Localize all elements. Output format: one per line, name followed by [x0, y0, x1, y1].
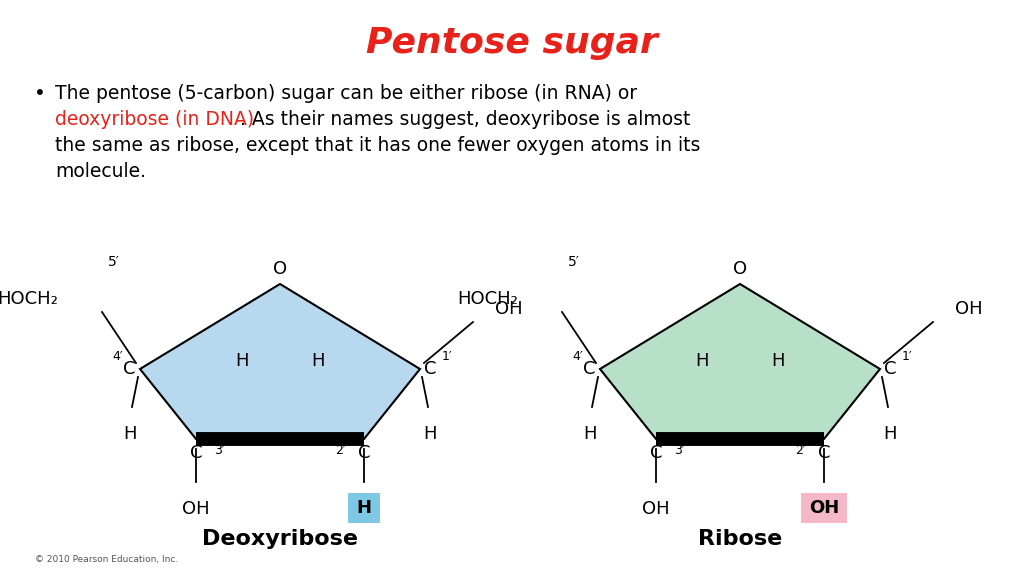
Text: H: H	[123, 425, 137, 443]
Text: H: H	[236, 352, 249, 370]
Text: OH: OH	[809, 499, 839, 517]
Text: . As their names suggest, deoxyribose is almost: . As their names suggest, deoxyribose is…	[240, 110, 690, 129]
Text: 4′: 4′	[113, 351, 123, 363]
Text: 3′: 3′	[214, 444, 224, 457]
Text: H: H	[584, 425, 597, 443]
Text: HOCH₂: HOCH₂	[457, 290, 518, 308]
Text: C: C	[189, 444, 203, 462]
Text: C: C	[584, 360, 596, 378]
Text: H: H	[695, 352, 709, 370]
Text: the same as ribose, except that it has one fewer oxygen atoms in its: the same as ribose, except that it has o…	[55, 136, 700, 155]
Polygon shape	[600, 284, 880, 439]
Text: C: C	[124, 360, 136, 378]
Text: The pentose (5-carbon) sugar can be either ribose (in RNA) or: The pentose (5-carbon) sugar can be eith…	[55, 84, 637, 103]
Text: 5′: 5′	[109, 255, 120, 269]
Text: H: H	[356, 499, 372, 517]
Text: HOCH₂: HOCH₂	[0, 290, 58, 308]
Text: O: O	[733, 260, 748, 278]
Text: Pentose sugar: Pentose sugar	[366, 26, 658, 60]
Text: C: C	[818, 444, 830, 462]
Text: H: H	[771, 352, 784, 370]
Text: molecule.: molecule.	[55, 162, 146, 181]
Text: •: •	[34, 84, 46, 103]
Text: H: H	[423, 425, 437, 443]
Text: OH: OH	[495, 300, 522, 318]
Text: 2′: 2′	[796, 444, 806, 457]
Text: OH: OH	[955, 300, 983, 318]
Text: Ribose: Ribose	[698, 529, 782, 549]
Text: 3′: 3′	[674, 444, 685, 457]
Text: © 2010 Pearson Education, Inc.: © 2010 Pearson Education, Inc.	[35, 555, 178, 564]
Text: C: C	[884, 360, 896, 378]
Text: 4′: 4′	[572, 351, 584, 363]
Text: 5′: 5′	[568, 255, 580, 269]
Text: H: H	[884, 425, 897, 443]
FancyBboxPatch shape	[801, 493, 847, 523]
Polygon shape	[140, 284, 420, 439]
Text: OH: OH	[642, 500, 670, 518]
Text: Deoxyribose: Deoxyribose	[202, 529, 358, 549]
Text: 2′: 2′	[335, 444, 346, 457]
Text: C: C	[357, 444, 371, 462]
FancyBboxPatch shape	[348, 493, 380, 523]
Text: H: H	[311, 352, 325, 370]
Text: 1′: 1′	[901, 351, 912, 363]
Text: OH: OH	[182, 500, 210, 518]
Text: deoxyribose (in DNA): deoxyribose (in DNA)	[55, 110, 254, 129]
Text: C: C	[424, 360, 436, 378]
Text: O: O	[273, 260, 287, 278]
Text: 1′: 1′	[441, 351, 453, 363]
Text: C: C	[650, 444, 663, 462]
